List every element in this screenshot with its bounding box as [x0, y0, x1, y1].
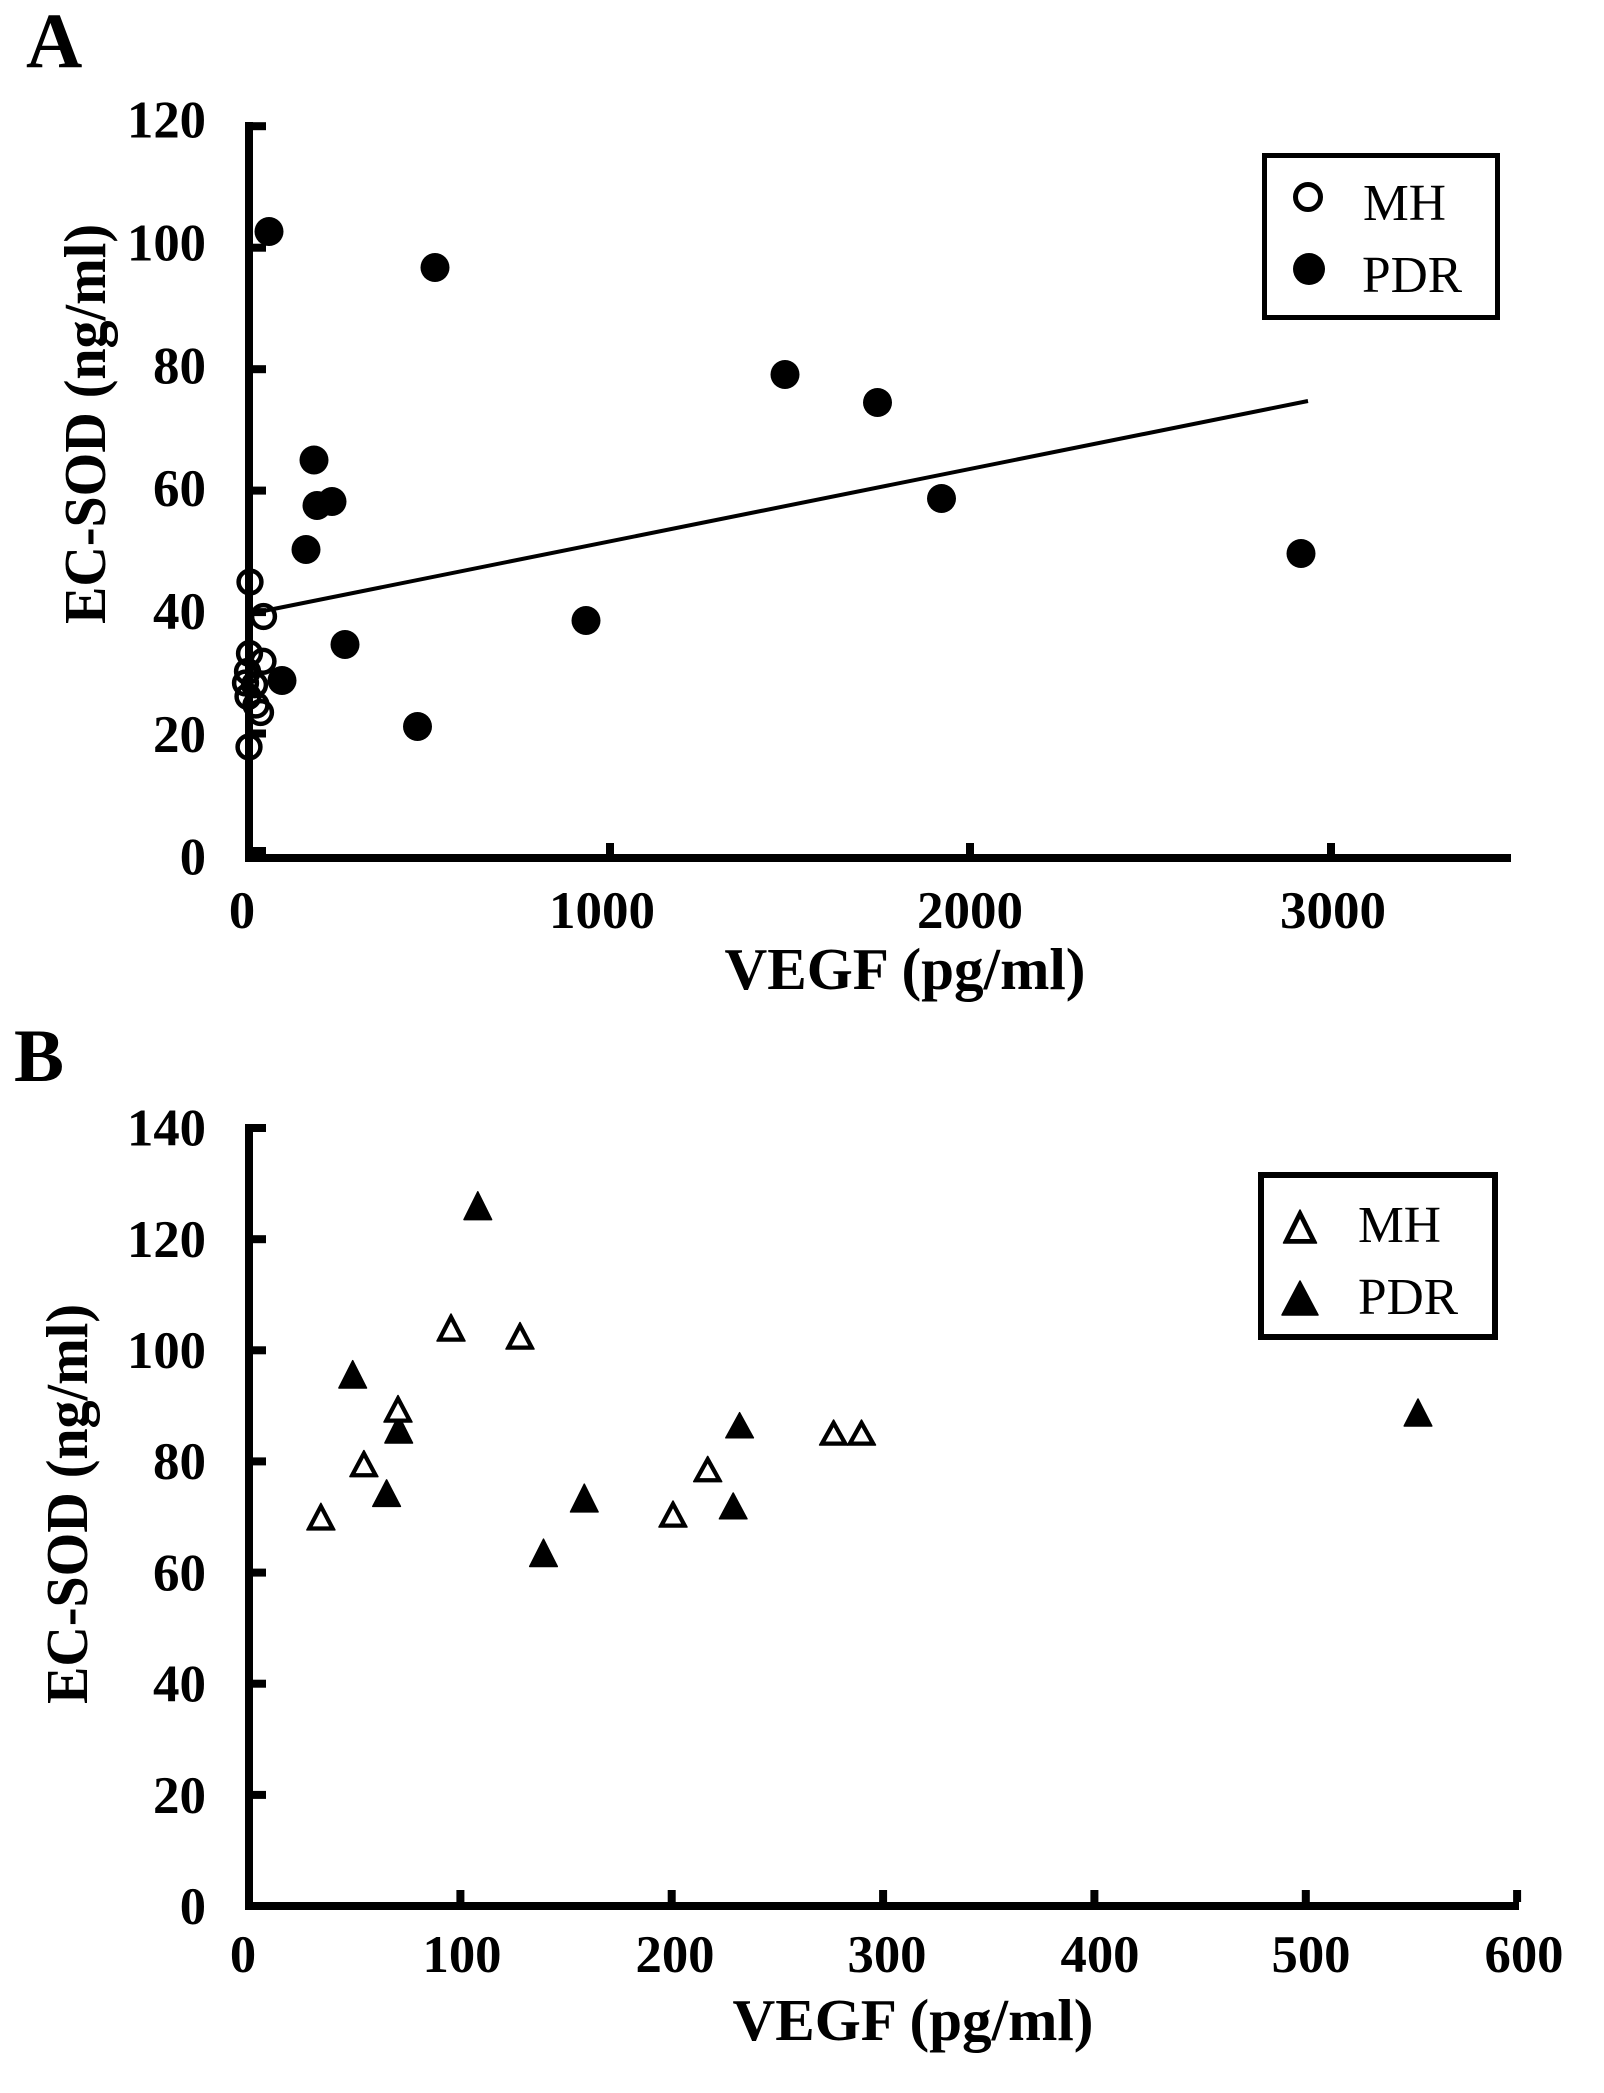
- svg-text:0: 0: [180, 829, 206, 887]
- svg-text:MH: MH: [1358, 1197, 1441, 1254]
- svg-text:B: B: [14, 1015, 64, 1098]
- svg-text:100: 100: [127, 1322, 206, 1380]
- svg-text:PDR: PDR: [1358, 1269, 1458, 1326]
- svg-text:VEGF (pg/ml): VEGF (pg/ml): [725, 936, 1086, 1002]
- svg-text:100: 100: [423, 1926, 502, 1984]
- svg-text:0: 0: [230, 1926, 256, 1984]
- svg-text:EC-SOD (ng/ml): EC-SOD (ng/ml): [52, 224, 118, 624]
- svg-text:0: 0: [229, 882, 255, 940]
- svg-text:20: 20: [153, 1767, 206, 1825]
- svg-text:120: 120: [127, 1211, 206, 1269]
- svg-text:3000: 3000: [1280, 882, 1386, 940]
- svg-text:500: 500: [1272, 1926, 1351, 1984]
- svg-text:20: 20: [153, 706, 206, 764]
- svg-text:1000: 1000: [549, 882, 655, 940]
- svg-text:120: 120: [127, 92, 206, 150]
- svg-text:100: 100: [127, 214, 206, 272]
- svg-text:PDR: PDR: [1362, 247, 1462, 304]
- svg-text:140: 140: [127, 1100, 206, 1158]
- svg-text:60: 60: [153, 460, 206, 518]
- svg-text:60: 60: [153, 1544, 206, 1602]
- svg-text:200: 200: [636, 1926, 715, 1984]
- svg-text:400: 400: [1061, 1926, 1140, 1984]
- svg-text:2000: 2000: [917, 882, 1023, 940]
- svg-text:EC-SOD (ng/ml): EC-SOD (ng/ml): [34, 1304, 100, 1704]
- svg-text:600: 600: [1485, 1926, 1564, 1984]
- svg-text:80: 80: [153, 1433, 206, 1491]
- svg-text:80: 80: [153, 337, 206, 395]
- svg-text:0: 0: [180, 1878, 206, 1936]
- svg-text:40: 40: [153, 1656, 206, 1714]
- svg-text:A: A: [26, 0, 82, 84]
- svg-text:40: 40: [153, 583, 206, 641]
- svg-text:VEGF (pg/ml): VEGF (pg/ml): [733, 1987, 1094, 2053]
- svg-text:MH: MH: [1363, 175, 1446, 232]
- svg-text:300: 300: [848, 1926, 927, 1984]
